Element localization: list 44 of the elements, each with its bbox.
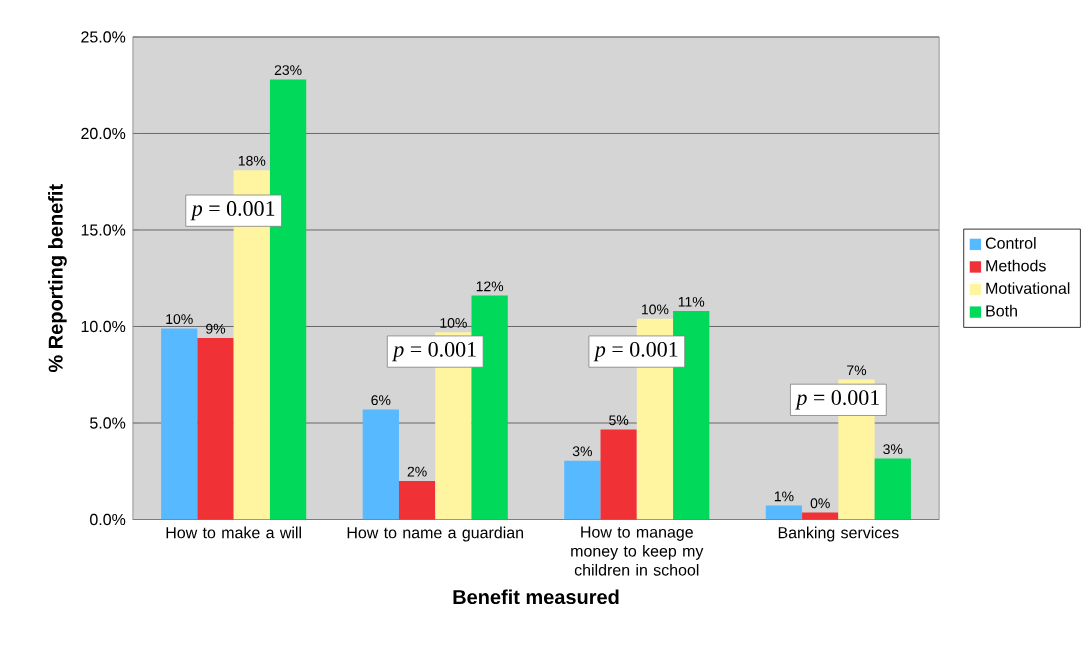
data-label: 10% xyxy=(440,317,467,328)
data-label: 7% xyxy=(847,365,867,375)
y-tick-label: 5.0% xyxy=(90,417,126,429)
data-label: 10% xyxy=(642,304,669,315)
data-label: 18% xyxy=(238,155,266,166)
data-label: 12% xyxy=(476,281,504,292)
bar xyxy=(161,328,198,520)
y-tick-label: 15.0% xyxy=(81,224,126,236)
bar xyxy=(398,480,436,520)
x-axis-title: Benefit measured xyxy=(453,589,619,604)
annotation: p = 0.001 xyxy=(795,390,879,410)
bar xyxy=(765,505,803,520)
legend-label: Control xyxy=(985,236,1036,249)
legend-label: Motivational xyxy=(986,282,1070,294)
data-label: 9% xyxy=(206,323,226,334)
data-label: 3% xyxy=(883,444,903,454)
data-label: 0% xyxy=(810,498,830,508)
data-label: 6% xyxy=(371,395,391,405)
data-label: 11% xyxy=(678,296,705,307)
bar xyxy=(600,429,637,520)
annotation: p = 0.001 xyxy=(190,200,275,221)
data-label: 2% xyxy=(407,466,427,477)
legend-label: Methods xyxy=(986,259,1046,272)
y-tick-label: 0.0% xyxy=(90,513,126,525)
annotation: p = 0.001 xyxy=(593,341,678,362)
y-tick-label: 25.0% xyxy=(81,31,126,43)
legend-label: Both xyxy=(986,304,1017,317)
data-label: 1% xyxy=(774,491,794,502)
bar xyxy=(362,409,399,520)
x-tick-label: How to manage money to keep my children in school xyxy=(571,526,704,576)
data-label: 5% xyxy=(609,415,629,425)
bar xyxy=(874,458,911,520)
bar xyxy=(564,460,601,520)
x-tick-label: How to name a guardian xyxy=(347,526,524,542)
data-label: 3% xyxy=(572,446,592,457)
x-tick-label: Banking services xyxy=(778,526,899,542)
data-label: 23% xyxy=(274,64,302,75)
bar xyxy=(197,337,234,520)
y-tick-label: 10.0% xyxy=(81,320,126,332)
data-label: 10% xyxy=(166,313,193,324)
x-tick-label: How to make a will xyxy=(166,526,301,539)
annotation: p = 0.001 xyxy=(392,341,476,362)
y-tick-label: 20.0% xyxy=(81,127,126,139)
y-axis-title: % Reporting benefit xyxy=(48,183,67,372)
